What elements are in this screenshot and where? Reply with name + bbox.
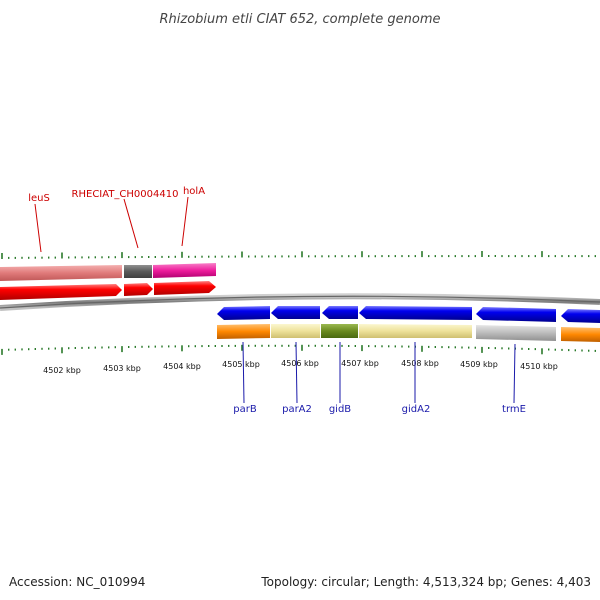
leader-line <box>295 341 298 404</box>
forward-strand-genes <box>0 281 216 300</box>
gene-bar-parA2 <box>271 324 320 338</box>
leader-line <box>242 341 245 404</box>
gene-arrow-parA2 <box>271 306 320 319</box>
cog-band-top <box>0 263 216 281</box>
gene-bar-next <box>561 327 600 342</box>
gene-arrow-gidB <box>322 306 358 319</box>
cog-band-bottom <box>217 324 600 342</box>
upper-tick-marks <box>1 251 596 259</box>
leader-line <box>181 196 189 247</box>
gene-arrow-trmE <box>476 307 556 322</box>
scale-label: 4504 kbp <box>163 362 201 371</box>
scale-label: 4503 kbp <box>103 364 141 373</box>
gene-label-gidB: gidB <box>329 404 351 415</box>
scale-label: 4505 kbp <box>222 360 260 369</box>
gene-arrow-parB <box>217 306 270 320</box>
gene-bar-holA <box>153 263 216 278</box>
leader-line <box>513 343 516 404</box>
gene-arrow-leuS <box>0 284 122 300</box>
accession-text: Accession: NC_010994 <box>9 575 145 589</box>
genome-backbone-core <box>0 295 600 309</box>
gene-arrow-gidA2 <box>359 306 472 320</box>
gene-arrow-RHECIAT_CH0004410 <box>124 283 153 296</box>
gene-label-holA: holA <box>183 186 205 197</box>
scale-labels: 4502 kbp 4503 kbp 4504 kbp 4505 kbp 4506… <box>43 359 558 375</box>
reverse-strand-genes <box>217 306 600 323</box>
gene-arrow-holA <box>154 281 216 295</box>
gene-bar-gidB <box>321 324 358 338</box>
scale-label: 4506 kbp <box>281 359 319 368</box>
gene-bar-trmE <box>476 325 556 341</box>
gene-label-parB: parB <box>233 404 257 415</box>
gene-bar-leuS <box>0 265 122 281</box>
leader-line <box>34 203 42 253</box>
scale-label: 4502 kbp <box>43 366 81 375</box>
bottom-gene-labels: parB parA2 gidB gidA2 trmE <box>233 341 526 415</box>
lower-tick-marks <box>1 344 596 355</box>
leader-line <box>123 198 139 249</box>
scale-label: 4508 kbp <box>401 359 439 368</box>
scale-label: 4510 kbp <box>520 362 558 371</box>
scale-label: 4507 kbp <box>341 359 379 368</box>
gene-label-gidA2: gidA2 <box>402 404 431 415</box>
gene-arrow-next <box>561 309 600 323</box>
top-gene-labels: leuS RHECIAT_CH0004410 holA <box>28 186 205 253</box>
gene-bar-gidA2 <box>359 324 472 338</box>
gene-bar-parB <box>217 324 270 339</box>
topology-summary: Topology: circular; Length: 4,513,324 bp… <box>260 575 591 589</box>
genome-title: Rhizobium etli CIAT 652, complete genome <box>160 12 441 27</box>
gene-label-parA2: parA2 <box>282 404 312 415</box>
gene-label-trmE: trmE <box>502 404 526 415</box>
scale-label: 4509 kbp <box>460 360 498 369</box>
gene-bar-RHECIAT_CH0004410 <box>124 265 152 278</box>
gene-label-RHECIAT_CH0004410: RHECIAT_CH0004410 <box>72 189 179 200</box>
gene-label-leuS: leuS <box>28 193 50 204</box>
